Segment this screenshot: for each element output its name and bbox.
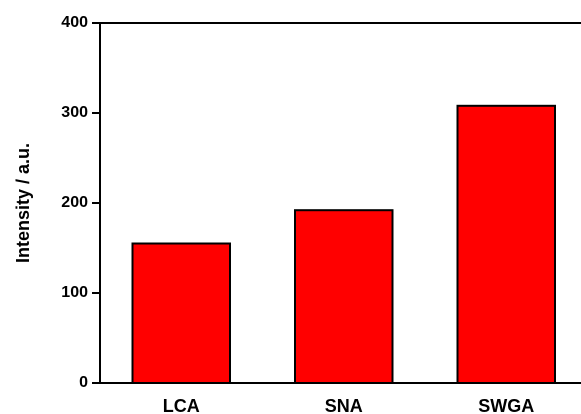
y-tick-label: 100 [61, 284, 88, 301]
bar [294, 209, 394, 384]
y-tick-label: 200 [61, 194, 88, 211]
y-tick-label: 300 [61, 104, 88, 121]
y-axis-label: Intensity / a.u. [13, 143, 33, 263]
y-tick-label: 0 [79, 374, 88, 391]
y-tick-label: 400 [61, 14, 88, 31]
bar [131, 242, 231, 384]
x-tick-label: SNA [325, 396, 363, 414]
bar [456, 104, 556, 385]
x-tick-label: SWGA [478, 396, 534, 414]
x-tick-label: LCA [163, 396, 200, 414]
